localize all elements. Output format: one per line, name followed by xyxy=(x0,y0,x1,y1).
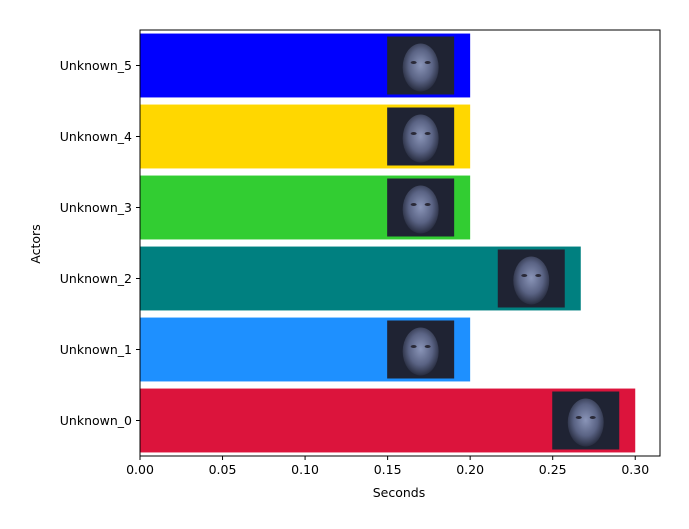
x-tick-label-5: 0.25 xyxy=(539,462,567,477)
x-tick-label-3: 0.15 xyxy=(374,462,402,477)
y-tick-label-3: Unknown_3 xyxy=(60,200,132,215)
face-thumbnail-1 xyxy=(387,320,455,379)
x-axis-label: Seconds xyxy=(373,485,426,500)
face-thumbnail-2 xyxy=(497,249,565,308)
face-thumbnail-0 xyxy=(552,391,620,450)
y-tick-label-5: Unknown_5 xyxy=(60,58,132,73)
face-thumbnail-5 xyxy=(387,36,455,95)
x-tick-label-2: 0.10 xyxy=(291,462,319,477)
x-tick-label-0: 0.00 xyxy=(126,462,154,477)
y-tick-label-4: Unknown_4 xyxy=(60,129,132,144)
axes-frame xyxy=(139,29,661,457)
x-tick-label-6: 0.30 xyxy=(621,462,649,477)
x-tick-label-4: 0.20 xyxy=(456,462,484,477)
y-axis-label: Actors xyxy=(28,224,43,263)
y-tick-label-2: Unknown_2 xyxy=(60,271,132,286)
y-tick-label-0: Unknown_0 xyxy=(60,413,132,428)
face-thumbnail-4 xyxy=(387,107,455,166)
plot-area: Unknown_0 Unknown_1 Unknown_2 Unknown_3 Unkn… xyxy=(60,29,661,477)
x-tick-label-1: 0.05 xyxy=(209,462,237,477)
y-tick-label-1: Unknown_1 xyxy=(60,342,132,357)
face-thumbnail-3 xyxy=(387,178,455,237)
